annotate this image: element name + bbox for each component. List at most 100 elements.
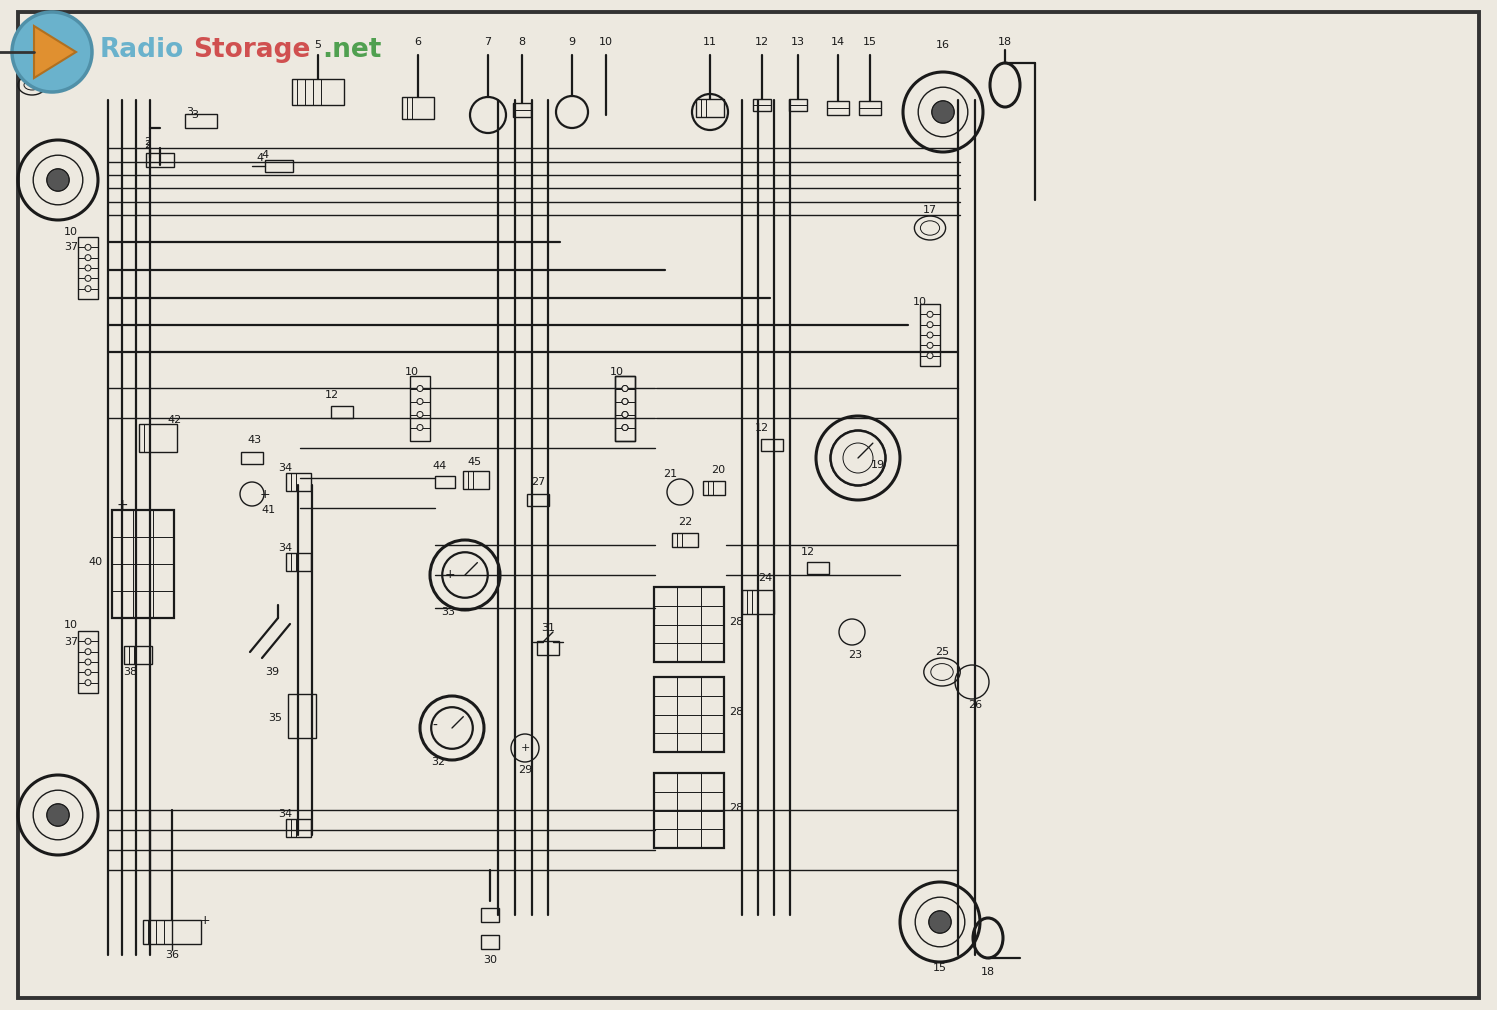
Bar	[144, 920, 201, 944]
Text: 38: 38	[123, 667, 138, 677]
Bar	[615, 376, 635, 440]
Circle shape	[927, 332, 933, 338]
Text: +: +	[521, 743, 530, 753]
Text: 20: 20	[711, 465, 725, 475]
Circle shape	[621, 424, 629, 430]
Bar	[760, 439, 783, 451]
Text: 33: 33	[442, 607, 455, 617]
Polygon shape	[34, 26, 76, 78]
Circle shape	[85, 244, 91, 250]
Text: +: +	[445, 568, 455, 581]
Bar	[403, 97, 434, 119]
Text: +: +	[199, 913, 210, 926]
Circle shape	[418, 411, 424, 417]
Circle shape	[46, 804, 69, 826]
Text: 2: 2	[144, 137, 151, 147]
Text: 10: 10	[609, 367, 624, 377]
Text: 6: 6	[415, 37, 422, 47]
Text: 10: 10	[64, 620, 78, 630]
Bar	[481, 935, 499, 949]
Text: 42: 42	[168, 415, 183, 425]
Text: 39: 39	[265, 667, 278, 677]
Bar	[654, 773, 725, 848]
Text: -: -	[433, 719, 437, 733]
Bar	[286, 553, 310, 571]
Circle shape	[621, 386, 629, 392]
Text: 12: 12	[801, 547, 814, 557]
Bar	[672, 533, 698, 547]
Circle shape	[621, 411, 629, 417]
Bar	[292, 79, 344, 105]
Text: 4: 4	[256, 153, 263, 163]
Text: .net: .net	[322, 37, 382, 63]
Text: 27: 27	[531, 477, 545, 487]
Text: 40: 40	[88, 557, 103, 567]
Text: 3: 3	[187, 107, 193, 117]
Text: 28: 28	[729, 803, 743, 813]
Text: 21: 21	[663, 469, 677, 479]
Circle shape	[621, 424, 629, 430]
Text: 12: 12	[754, 37, 769, 47]
Bar	[654, 587, 725, 662]
Text: +: +	[117, 498, 127, 512]
Text: 24: 24	[757, 573, 772, 583]
Text: 28: 28	[729, 707, 743, 717]
Bar	[265, 160, 293, 172]
Text: 13: 13	[790, 37, 805, 47]
Circle shape	[85, 265, 91, 271]
Text: 25: 25	[936, 647, 949, 656]
Text: 10: 10	[913, 297, 927, 307]
Circle shape	[85, 638, 91, 644]
Text: 36: 36	[165, 950, 180, 960]
Circle shape	[85, 286, 91, 292]
Text: 28: 28	[729, 617, 743, 627]
Text: 23: 23	[847, 650, 862, 660]
Circle shape	[418, 386, 424, 392]
Text: 22: 22	[678, 517, 692, 527]
Text: 1: 1	[28, 68, 36, 78]
Text: 12: 12	[325, 390, 338, 400]
Text: 7: 7	[485, 37, 491, 47]
Text: 29: 29	[518, 765, 531, 775]
Text: 34: 34	[278, 809, 292, 819]
Circle shape	[85, 680, 91, 686]
Text: 37: 37	[64, 242, 78, 252]
Circle shape	[928, 911, 951, 933]
Circle shape	[927, 311, 933, 317]
Text: 15: 15	[933, 963, 948, 973]
Bar	[410, 376, 430, 440]
Text: 18: 18	[998, 37, 1012, 47]
Circle shape	[418, 424, 424, 430]
Bar	[743, 590, 774, 614]
Circle shape	[927, 342, 933, 348]
Bar	[481, 908, 499, 922]
Text: 19: 19	[871, 460, 885, 470]
Bar	[921, 304, 940, 366]
Text: 11: 11	[704, 37, 717, 47]
Bar	[78, 631, 97, 693]
Circle shape	[85, 659, 91, 665]
Bar	[286, 473, 310, 491]
Bar	[241, 452, 263, 464]
Circle shape	[927, 352, 933, 359]
Text: 34: 34	[278, 543, 292, 553]
Text: 14: 14	[831, 37, 846, 47]
Circle shape	[931, 101, 954, 123]
Circle shape	[85, 670, 91, 676]
Bar	[147, 153, 174, 167]
Bar	[513, 103, 531, 117]
Text: 12: 12	[754, 423, 769, 433]
Bar	[654, 677, 725, 752]
Bar	[463, 471, 490, 489]
Text: 17: 17	[924, 205, 937, 215]
Text: 3: 3	[192, 110, 199, 120]
Text: 34: 34	[278, 463, 292, 473]
Bar	[753, 99, 771, 111]
Circle shape	[85, 648, 91, 654]
Bar	[331, 406, 353, 418]
Circle shape	[12, 12, 91, 92]
Circle shape	[621, 399, 629, 404]
Circle shape	[418, 399, 424, 404]
Text: 10: 10	[599, 37, 612, 47]
Bar	[859, 101, 882, 115]
